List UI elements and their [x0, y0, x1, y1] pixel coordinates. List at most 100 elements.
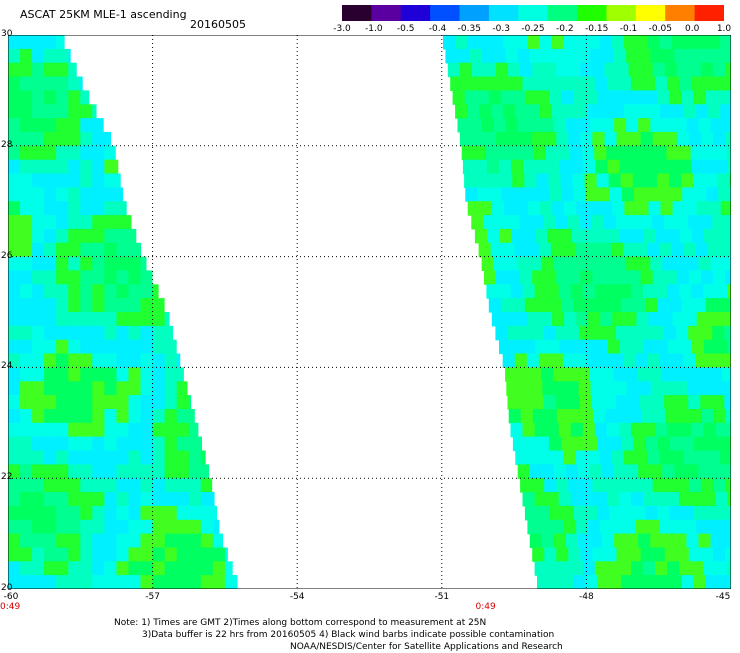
swath-cell: [68, 409, 81, 424]
swath-cell: [688, 478, 702, 493]
swath-cell: [461, 145, 475, 161]
swath-cell: [520, 62, 533, 78]
swath-cell: [690, 145, 704, 161]
swath-cell: [633, 436, 646, 452]
swath-cell: [669, 90, 683, 105]
swath-cell: [579, 395, 593, 410]
swath-cell: [585, 436, 598, 452]
swath-cell: [80, 256, 93, 271]
swath-cell: [104, 450, 117, 465]
swath-cell: [152, 533, 166, 549]
swath-cell: [56, 519, 69, 535]
swath-cell: [56, 270, 69, 285]
swath-cell: [640, 478, 654, 493]
swath-cell: [669, 436, 683, 452]
swath-cell: [481, 48, 495, 64]
swath-cell: [703, 159, 717, 175]
swath-cell: [521, 145, 535, 161]
swath-cell: [481, 256, 495, 271]
swath-cell: [597, 575, 610, 589]
swath-cell: [140, 312, 154, 327]
swath-cell: [547, 339, 560, 355]
swath-cell: [643, 561, 656, 576]
swath-cell: [68, 339, 81, 355]
swath-cell: [80, 284, 93, 299]
swath-cell: [104, 395, 117, 410]
swath-cell: [544, 62, 557, 78]
swath-cell: [479, 201, 493, 216]
swath-cell: [20, 90, 33, 105]
swath-cell: [80, 575, 93, 589]
swath-cell: [640, 547, 654, 562]
swath-cell: [600, 312, 613, 327]
swath-cell: [555, 215, 569, 230]
swath-cell: [577, 367, 591, 382]
swath-cell: [511, 339, 524, 355]
swath-cell: [725, 409, 731, 424]
swath-cell: [565, 367, 578, 382]
swath-cell: [662, 533, 675, 549]
swath-cell: [573, 575, 586, 589]
swath-cell: [140, 339, 154, 355]
swath-cell: [8, 104, 21, 119]
swath-cell: [642, 145, 656, 161]
swath-cell: [188, 478, 202, 493]
swath-cell: [611, 519, 625, 535]
swath-cell: [669, 505, 683, 521]
swath-cell: [597, 90, 610, 105]
swath-cell: [568, 547, 581, 562]
swath-cell: [676, 478, 690, 493]
swath-cell: [128, 367, 142, 382]
swath-cell: [464, 173, 477, 188]
swath-cell: [655, 422, 668, 438]
swath-cell: [667, 76, 680, 91]
swath-cell: [633, 298, 646, 313]
swath-cell: [104, 145, 116, 161]
swath-cell: [688, 131, 702, 147]
swath-cell: [188, 436, 202, 452]
swath-cell: [669, 298, 683, 313]
swath-cell: [547, 228, 560, 244]
latitude-tick-label: 20: [1, 583, 13, 593]
swath-cell: [714, 145, 728, 161]
swath-cell: [128, 533, 142, 549]
swath-cell: [611, 450, 625, 465]
swath-cell: [104, 284, 117, 299]
swath-cell: [691, 76, 704, 91]
swath-cell: [529, 118, 543, 133]
swath-cell: [593, 409, 606, 424]
swath-cell: [712, 270, 726, 285]
swath-cell: [140, 547, 154, 562]
longitude-tick-label: -57: [145, 592, 160, 602]
swath-cell: [551, 450, 565, 465]
swath-cell: [691, 284, 704, 299]
swath-cell: [529, 48, 543, 64]
swath-cell: [549, 298, 562, 313]
swath-cell: [140, 492, 154, 507]
swath-cell: [80, 90, 90, 105]
swath-cell: [565, 48, 579, 64]
swath-cell: [20, 422, 33, 438]
swath-cell: [631, 159, 645, 175]
swath-cell: [618, 422, 632, 438]
swath-cell: [570, 561, 584, 576]
swath-cell: [710, 533, 724, 549]
swath-cell: [524, 298, 538, 313]
swath-cell: [32, 395, 45, 410]
swath-cell: [522, 76, 536, 91]
swath-cell: [140, 256, 147, 271]
swath-cell: [638, 256, 651, 271]
swath-cell: [502, 242, 516, 258]
swath-cell: [679, 228, 693, 244]
colorbar-tick-label: -1.0: [365, 24, 383, 34]
swath-cell: [623, 242, 636, 258]
swath-cell: [20, 519, 33, 535]
swath-cell: [20, 173, 33, 188]
swath-cell: [92, 464, 105, 479]
swath-cell: [56, 353, 69, 368]
swath-cell: [104, 228, 117, 244]
swath-cell: [176, 409, 190, 424]
swath-cell: [555, 395, 569, 410]
swath-cell: [500, 90, 514, 105]
swath-cell: [664, 395, 677, 410]
